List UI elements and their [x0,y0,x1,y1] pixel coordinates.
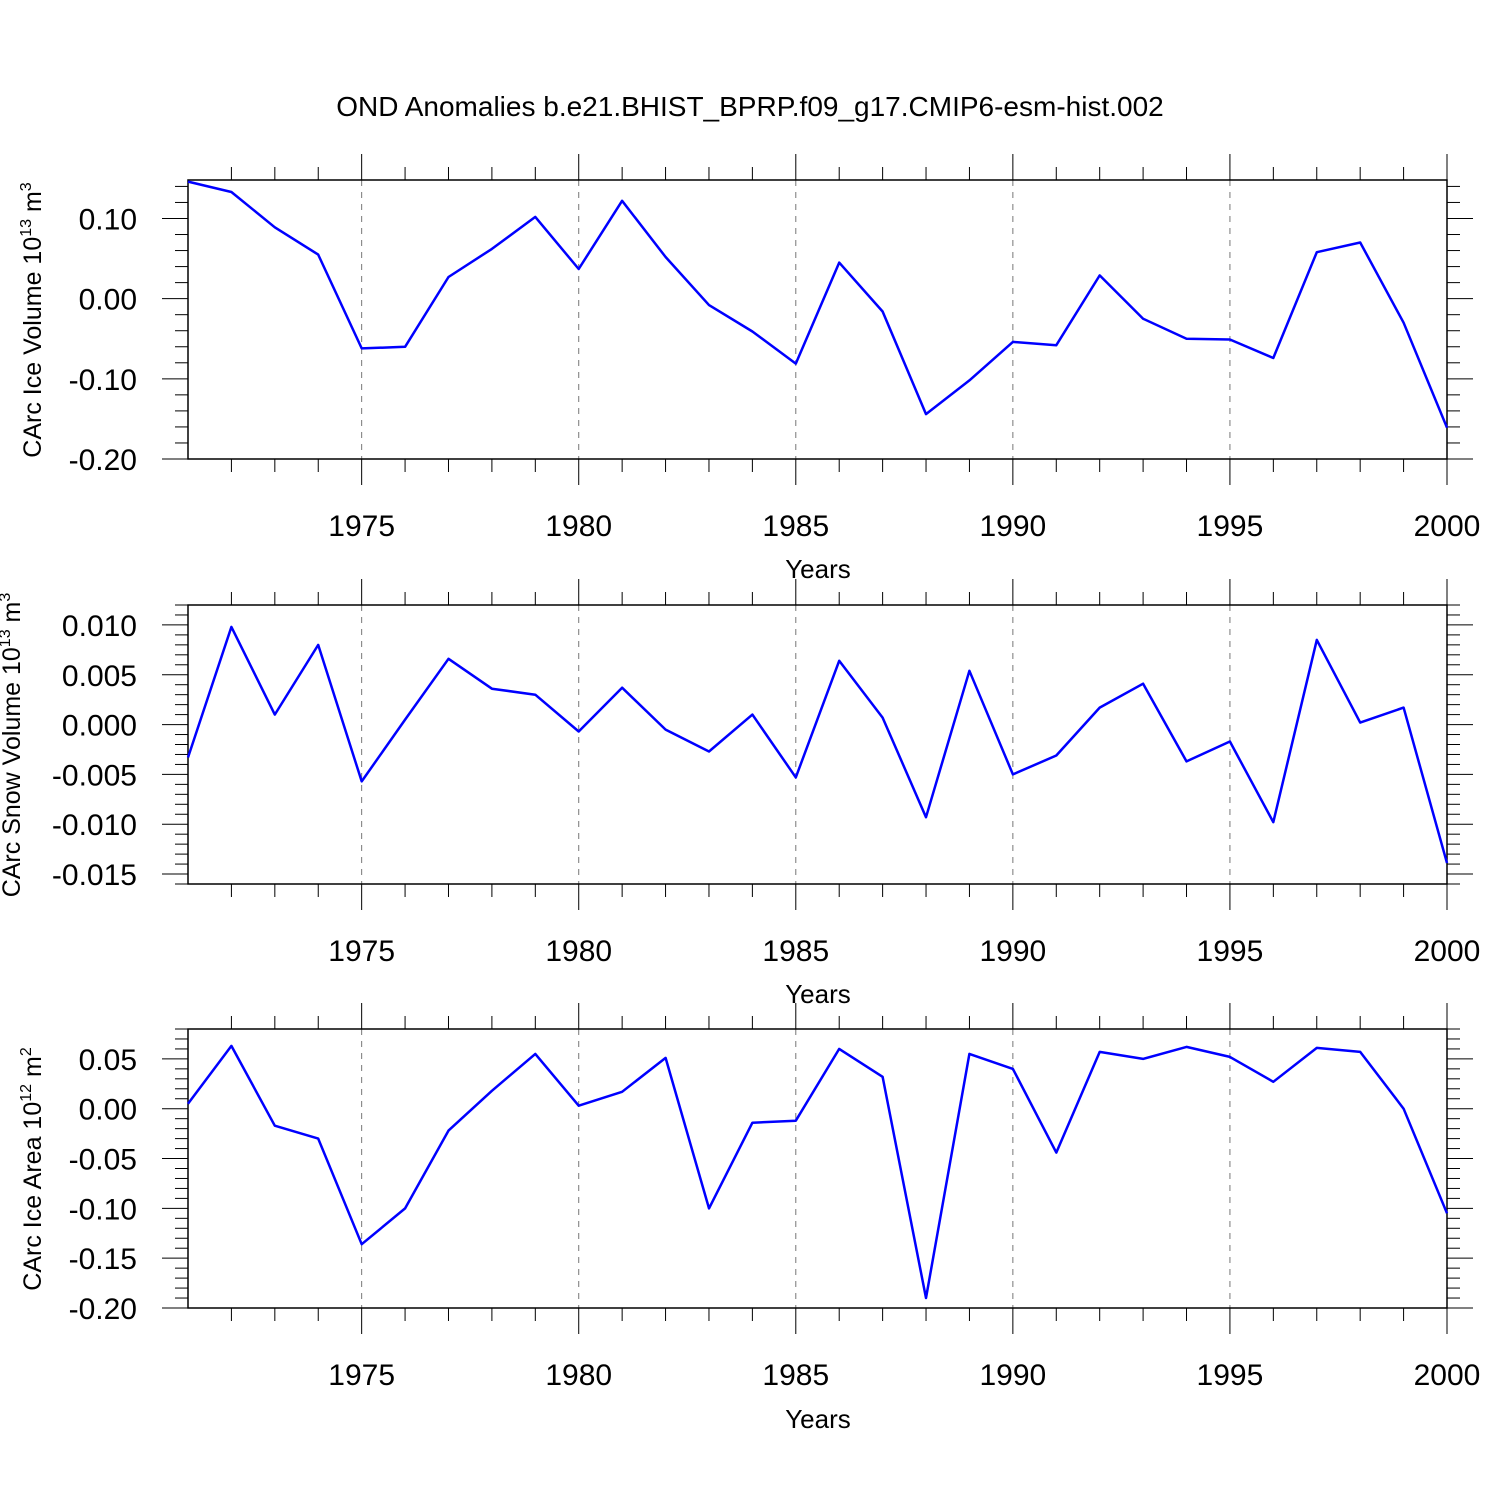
ice-area-x-tick-label: 1985 [762,1359,829,1392]
ice-volume-y-tick-label: -0.20 [69,444,137,477]
snow-volume-y-tick-label: -0.005 [52,759,137,792]
snow-volume-x-tick-label: 1990 [979,935,1046,968]
ice-area-y-tick-label: -0.15 [69,1243,137,1276]
ice-area-y-tick-label: -0.20 [69,1293,137,1326]
ice-area-y-tick-label: -0.05 [69,1144,137,1177]
ice-area-x-axis-label: Years [785,1404,851,1434]
snow-volume-series-line [186,625,1449,864]
snow-volume-y-tick-label: 0.005 [62,660,137,693]
figure-title: OND Anomalies b.e21.BHIST_BPRP.f09_g17.C… [336,91,1163,122]
ice-area-panel: 1975 1980 1985 1990 1995 2000 0.05 0.00 -0.05 -0.… [18,1003,1480,1434]
snow-volume-y-tick-label: 0.000 [62,710,137,743]
ice-area-y-tick-label: 0.00 [79,1094,137,1127]
ice-area-frame [187,1028,1448,1309]
snow-volume-x-tick-label: 1975 [328,935,395,968]
ice-volume-y-axis-label: CArc Ice Volume 1013 m3 [18,182,47,458]
ice-volume-x-tick-label: 1990 [979,510,1046,543]
ice-area-y-axis-label: CArc Ice Area 1012 m2 [18,1047,47,1291]
ice-volume-x-tick-label: 2000 [1414,510,1481,543]
ice-volume-y-tick-label: 0.10 [79,203,137,236]
ice-volume-x-tick-label: 1985 [762,510,829,543]
ice-area-x-tick-label: 1995 [1197,1359,1264,1392]
snow-volume-x-tick-label: 1980 [545,935,612,968]
ice-volume-x-tick-label: 1995 [1197,510,1264,543]
snow-volume-y-axis-label: CArc Snow Volume 1013 m3 [0,593,26,898]
snow-volume-y-tick-label: -0.010 [52,809,137,842]
snow-volume-x-tick-label: 1985 [762,935,829,968]
ice-volume-series-line [187,180,1449,429]
ice-volume-y-tick-label: 0.00 [79,284,137,317]
ice-area-plot: 1975 1980 1985 1990 1995 2000 0.05 0.00 -0.05 -0.… [69,1003,1481,1392]
ice-area-x-tick-label: 2000 [1414,1359,1481,1392]
ice-volume-plot: 1975 1980 1985 1990 1995 2000 0.10 0.00 -0.10 -0.… [69,154,1481,543]
snow-volume-panel: 1975 1980 1985 1990 1995 2000 0.010 0.005 0.000 -… [0,579,1480,1009]
ice-area-y-tick-label: -0.10 [69,1193,137,1226]
ice-volume-x-axis-label: Years [785,554,851,584]
ice-area-series-line [187,1044,1449,1300]
snow-volume-x-tick-label: 2000 [1414,935,1481,968]
ice-volume-panel: 1975 1980 1985 1990 1995 2000 0.10 0.00 -0.10 -0.… [18,154,1480,584]
ice-area-x-tick-label: 1975 [328,1359,395,1392]
ice-volume-frame [187,179,1448,460]
snow-volume-x-tick-label: 1995 [1197,935,1264,968]
snow-volume-y-tick-label: -0.015 [52,859,137,892]
ice-volume-x-tick-label: 1980 [545,510,612,543]
ice-volume-y-tick-label: -0.10 [69,364,137,397]
ice-volume-x-tick-label: 1975 [328,510,395,543]
snow-volume-x-axis-label: Years [785,979,851,1009]
snow-volume-plot: 1975 1980 1985 1990 1995 2000 0.010 0.005 0.000 -… [52,579,1480,968]
ice-area-x-tick-label: 1980 [545,1359,612,1392]
snow-volume-y-tick-label: 0.010 [62,610,137,643]
ice-area-y-tick-label: 0.05 [79,1044,137,1077]
snow-volume-frame [187,604,1448,885]
ice-area-x-tick-label: 1990 [979,1359,1046,1392]
